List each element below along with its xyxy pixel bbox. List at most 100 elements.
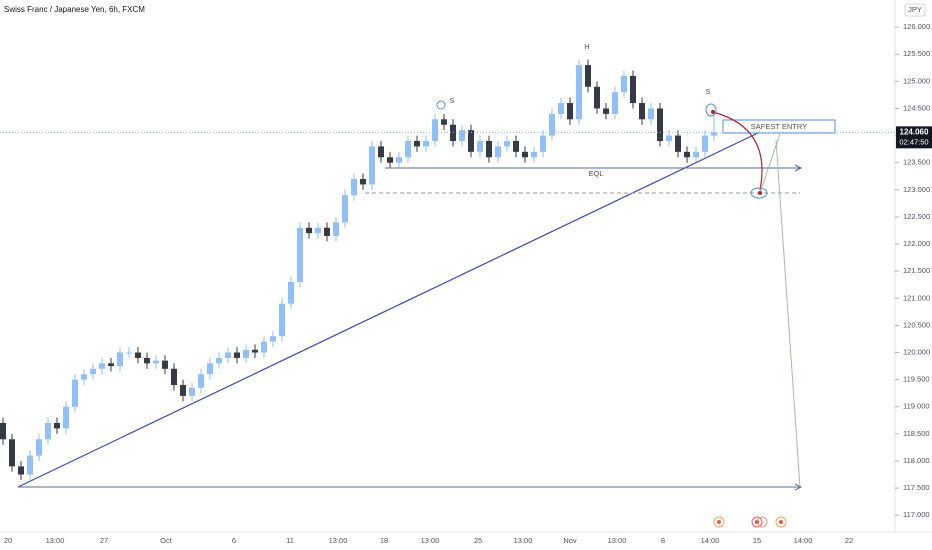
event-icon xyxy=(713,516,725,528)
currency: JPY xyxy=(908,5,922,14)
x-tick-label: 13:00 xyxy=(329,536,348,545)
candle-body xyxy=(468,130,474,152)
candle-body xyxy=(576,65,582,120)
x-tick-label: 14:00 xyxy=(794,536,813,545)
candle-body xyxy=(567,103,573,120)
entry-label: SAFEST ENTRY xyxy=(751,122,807,131)
head-label: H xyxy=(584,42,589,51)
candle-body xyxy=(288,281,294,304)
y-tick-label: 117.500 xyxy=(903,483,930,492)
candle-body xyxy=(360,178,366,185)
event-icon xyxy=(751,516,763,528)
candle-body xyxy=(513,140,519,152)
candle-body xyxy=(153,360,159,364)
candle-body xyxy=(450,124,456,141)
candle-body xyxy=(702,135,708,152)
x-tick-label: 8 xyxy=(661,536,665,545)
candle-body xyxy=(378,146,384,158)
y-tick-label: 126.000 xyxy=(903,22,930,31)
y-tick-label: 123.000 xyxy=(903,185,930,194)
y-tick-label: 118.000 xyxy=(903,456,930,465)
y-tick-label: 120.000 xyxy=(903,347,930,356)
entry-box xyxy=(722,119,836,134)
candle-body xyxy=(540,135,546,152)
y-tick-label: 124.500 xyxy=(903,103,930,112)
y-tick-label: 123.500 xyxy=(903,158,930,167)
candle-body xyxy=(162,360,168,369)
events xyxy=(713,516,787,528)
candle-body xyxy=(369,146,375,185)
x-tick-label: 27 xyxy=(100,536,108,545)
event-icon xyxy=(717,520,721,524)
candle-body xyxy=(666,135,672,141)
arrow xyxy=(794,483,803,491)
y-tick-label: 122.000 xyxy=(903,239,930,248)
candle-body xyxy=(261,341,267,353)
candle-body xyxy=(45,422,51,440)
marker xyxy=(758,191,762,195)
candle-body xyxy=(585,65,591,87)
candle-body xyxy=(252,349,258,353)
x-tick-label: 11 xyxy=(286,536,294,545)
projection-curve xyxy=(712,111,763,191)
candle-body xyxy=(108,363,114,367)
candle-body xyxy=(72,379,78,407)
y-tick-label: 122.500 xyxy=(903,212,930,221)
candle-body xyxy=(405,140,411,158)
y-tick-label: 120.500 xyxy=(903,320,930,329)
x-tick-label: 20 xyxy=(4,536,12,545)
event-icon xyxy=(779,520,783,524)
candle-body xyxy=(396,157,402,163)
shoulder-label: S xyxy=(705,87,710,96)
event-icon xyxy=(756,516,768,528)
candle-body xyxy=(18,466,24,475)
event-icon xyxy=(775,516,787,528)
candle-body xyxy=(558,103,564,114)
candle-body xyxy=(549,113,555,136)
candle-body xyxy=(99,363,105,369)
x-tick-label: Nov xyxy=(563,536,577,545)
candle-body xyxy=(612,92,618,114)
y-tick-label: 121.500 xyxy=(903,266,930,275)
x-tick-label: 13:00 xyxy=(608,536,627,545)
x-tick-label: 15 xyxy=(753,536,761,545)
candle-body xyxy=(9,439,15,467)
countdown: 02:47:50 xyxy=(899,137,928,146)
candle-body xyxy=(495,146,501,158)
y-tick-label: 125.000 xyxy=(903,76,930,85)
candle-body xyxy=(621,75,627,93)
x-tick-label: 6 xyxy=(232,536,236,545)
candle-body xyxy=(63,406,69,429)
candle-body xyxy=(135,352,141,358)
eql-label: EQL xyxy=(588,169,603,178)
candle-body xyxy=(243,349,249,358)
candle-body xyxy=(684,151,690,158)
projection xyxy=(775,139,801,488)
y-tick-label: 125.500 xyxy=(903,49,930,58)
candle-body xyxy=(234,352,240,358)
last-price-badge xyxy=(896,126,932,149)
candle-body xyxy=(486,140,492,158)
candle-body xyxy=(342,195,348,223)
candle-body xyxy=(27,455,33,475)
marker xyxy=(711,110,715,114)
candle-body xyxy=(693,151,699,158)
marker xyxy=(436,100,446,110)
candle-body xyxy=(225,352,231,358)
currency-badge xyxy=(904,3,926,17)
candle-body xyxy=(324,227,330,236)
candle-body xyxy=(351,178,357,196)
y-tick-label: 119.000 xyxy=(903,402,930,411)
candle-body xyxy=(189,387,195,396)
trend-line xyxy=(17,131,761,488)
candle-body xyxy=(54,422,60,429)
candle-body xyxy=(648,108,654,120)
y-tick-label: 119.500 xyxy=(903,375,930,384)
candle-body xyxy=(711,132,717,136)
y-tick-label: 117.000 xyxy=(903,510,930,519)
y-tick-label: 118.500 xyxy=(903,429,930,438)
candle-body xyxy=(270,336,276,342)
candle-body xyxy=(198,374,204,388)
